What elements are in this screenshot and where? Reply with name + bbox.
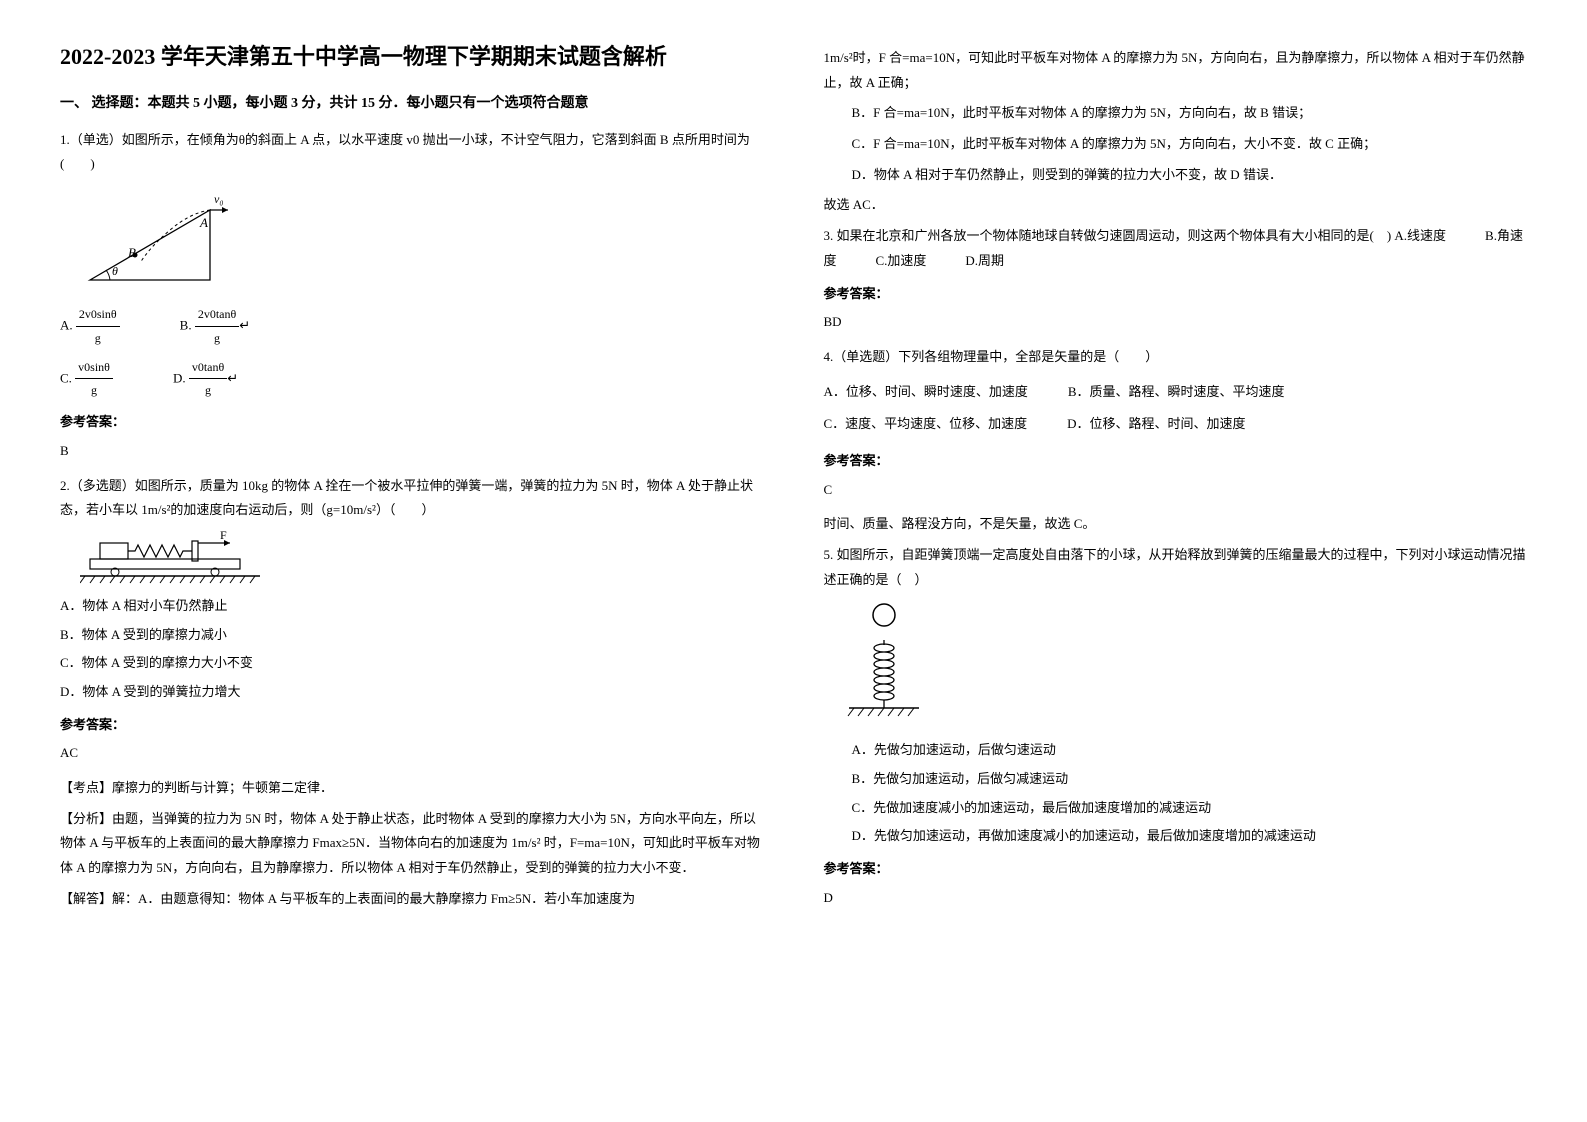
q2-jd-head: 【解答】解：A．由题意得知：物体 A 与平板车的上表面间的最大静摩擦力 Fm≥5… — [60, 887, 764, 912]
q5-optD: D．先做匀加速运动，再做加速度减小的加速运动，最后做加速度增加的减速运动 — [852, 824, 1528, 849]
q5-optA: A．先做匀加速运动，后做匀速运动 — [852, 738, 1528, 763]
q1-optC-label: C. — [60, 370, 72, 385]
q3-stem: 3. 如果在北京和广州各放一个物体随地球自转做匀速圆周运动，则这两个物体具有大小… — [824, 224, 1528, 273]
svg-text:v₀: v₀ — [214, 192, 224, 206]
q4-optB: B．质量、路程、瞬时速度、平均速度 — [1068, 380, 1285, 405]
q1-optC-den: g — [75, 379, 113, 402]
q5-diagram — [844, 600, 1528, 730]
q5-ans: D — [824, 886, 1528, 911]
q2-diagram: F — [80, 531, 764, 586]
q5-stem: 5. 如图所示，自距弹簧顶端一定高度处自由落下的小球，从开始释放到弹簧的压缩量最… — [824, 543, 1528, 592]
q1-optA-num: 2v0sinθ — [76, 303, 120, 327]
q2-stem: 2.（多选题）如图所示，质量为 10kg 的物体 A 拴在一个被水平拉伸的弹簧一… — [60, 474, 764, 523]
q4-ans: C — [824, 478, 1528, 503]
q4-expl: 时间、质量、路程没方向，不是矢量，故选 C。 — [824, 512, 1528, 537]
q2-jd-end: 故选 AC． — [824, 193, 1528, 218]
q4-stem: 4.（单选题）下列各组物理量中，全部是矢量的是（ ） — [824, 345, 1528, 370]
q1-optB-label: B. — [180, 317, 192, 332]
q2-optB: B．物体 A 受到的摩擦力减小 — [60, 623, 764, 648]
left-column: 2022-2023 学年天津第五十中学高一物理下学期期末试题含解析 一、 选择题… — [60, 40, 764, 921]
q1-optA-label: A. — [60, 317, 73, 332]
q2-jd-c: C．F 合=ma=10N，此时平板车对物体 A 的摩擦力为 5N，方向向右，大小… — [852, 132, 1528, 157]
q1-optD-den: g — [189, 379, 227, 402]
q2-jd-d: D．物体 A 相对于车仍然静止，则受到的弹簧的拉力大小不变，故 D 错误． — [852, 163, 1528, 188]
q4-optC: C．速度、平均速度、位移、加速度 — [824, 412, 1028, 437]
q2-fx: 【分析】由题，当弹簧的拉力为 5N 时，物体 A 处于静止状态，此时物体 A 受… — [60, 807, 764, 881]
q3-ans-label: 参考答案： — [824, 282, 1528, 307]
svg-text:θ: θ — [112, 264, 118, 278]
q1-row2: C. v0sinθg D. v0tanθg↵ — [60, 356, 764, 403]
q1-optB-den: g — [195, 327, 239, 350]
svg-text:F: F — [220, 531, 227, 542]
q1-diagram: A B v₀ θ — [80, 185, 764, 295]
q1-optD-label: D. — [173, 370, 186, 385]
q1-optC-num: v0sinθ — [75, 356, 113, 380]
q5-ans-label: 参考答案： — [824, 857, 1528, 882]
q1-ans-label: 参考答案： — [60, 410, 764, 435]
page-title: 2022-2023 学年天津第五十中学高一物理下学期期末试题含解析 — [60, 40, 764, 73]
q2-ans: AC — [60, 741, 764, 766]
q1-optD-num: v0tanθ — [189, 356, 227, 380]
q3-ans: BD — [824, 310, 1528, 335]
q1-optA-den: g — [76, 327, 120, 350]
q4-optA: A．位移、时间、瞬时速度、加速度 — [824, 380, 1028, 405]
q1-stem: 1.（单选）如图所示，在倾角为θ的斜面上 A 点，以水平速度 v0 抛出一小球，… — [60, 128, 764, 177]
q2-ans-label: 参考答案： — [60, 713, 764, 738]
q2-jd-b: B．F 合=ma=10N，此时平板车对物体 A 的摩擦力为 5N，方向向右，故 … — [852, 101, 1528, 126]
q2-kd: 【考点】摩擦力的判断与计算；牛顿第二定律． — [60, 776, 764, 801]
q1-row1: A. 2v0sinθg B. 2v0tanθg↵ — [60, 303, 764, 350]
q1-optB-num: 2v0tanθ — [195, 303, 239, 327]
q4-optD: D．位移、路程、时间、加速度 — [1067, 412, 1245, 437]
right-column: 1m/s²时，F 合=ma=10N，可知此时平板车对物体 A 的摩擦力为 5N，… — [824, 40, 1528, 921]
svg-text:B: B — [128, 245, 136, 260]
svg-text:A: A — [199, 215, 208, 230]
q2-jd-a: 1m/s²时，F 合=ma=10N，可知此时平板车对物体 A 的摩擦力为 5N，… — [824, 46, 1528, 95]
q2-optD: D．物体 A 受到的弹簧拉力增大 — [60, 680, 764, 705]
q4-ans-label: 参考答案： — [824, 449, 1528, 474]
q2-optA: A．物体 A 相对小车仍然静止 — [60, 594, 764, 619]
q2-optC: C．物体 A 受到的摩擦力大小不变 — [60, 651, 764, 676]
section-a-head: 一、 选择题：本题共 5 小题，每小题 3 分，共计 15 分．每小题只有一个选… — [60, 91, 764, 118]
q1-ans: B — [60, 439, 764, 464]
q5-optB: B．先做匀加速运动，后做匀减速运动 — [852, 767, 1528, 792]
q5-optC: C．先做加速度减小的加速运动，最后做加速度增加的减速运动 — [852, 796, 1528, 821]
